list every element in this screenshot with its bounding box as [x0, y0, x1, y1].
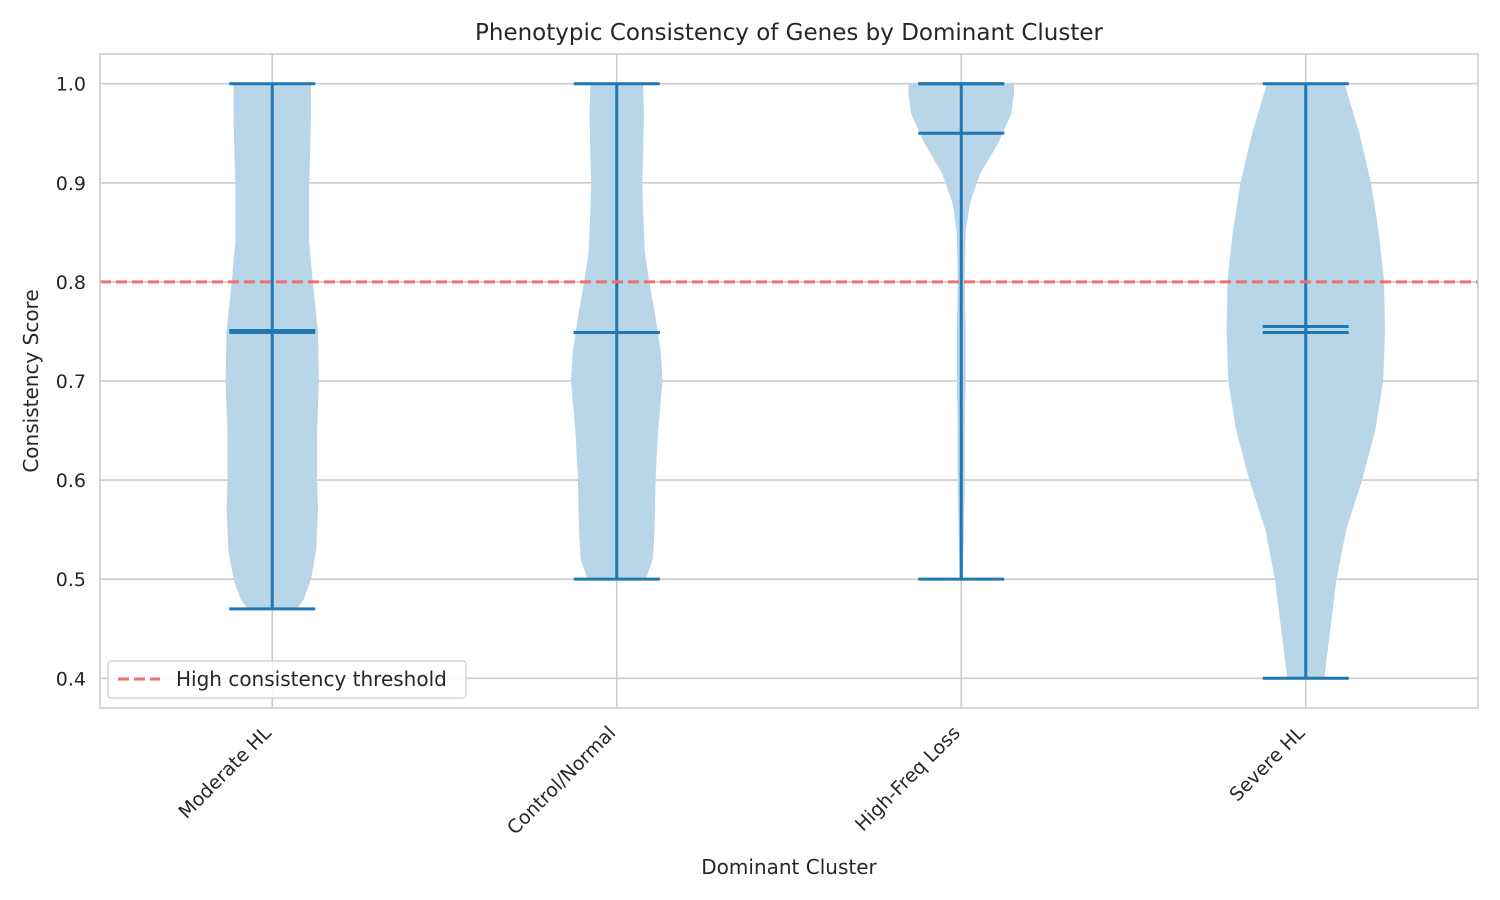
- x-tick-label: High-Freq Loss: [851, 722, 965, 836]
- y-tick-label: 0.6: [56, 470, 86, 492]
- x-tick-label: Moderate HL: [174, 722, 276, 824]
- plot-frame: [99, 53, 1479, 709]
- x-tick-label: Severe HL: [1225, 722, 1309, 806]
- legend-box: [107, 660, 467, 699]
- y-tick-label: 0.4: [56, 668, 86, 690]
- stat-layer: [229, 82, 1349, 680]
- y-tick-label: 0.5: [56, 569, 86, 591]
- y-axis-title: Consistency Score: [19, 289, 43, 472]
- legend-label: High consistency threshold: [176, 667, 447, 691]
- chart-title: Phenotypic Consistency of Genes by Domin…: [475, 20, 1104, 46]
- x-axis-title: Dominant Cluster: [701, 855, 877, 879]
- y-tick-label: 0.9: [56, 173, 86, 195]
- x-tick-label: Control/Normal: [503, 722, 620, 839]
- legend: High consistency threshold: [107, 660, 467, 699]
- y-tick-label: 1.0: [56, 74, 86, 96]
- y-tick-label: 0.7: [56, 371, 86, 393]
- y-tick-label: 0.8: [56, 272, 86, 294]
